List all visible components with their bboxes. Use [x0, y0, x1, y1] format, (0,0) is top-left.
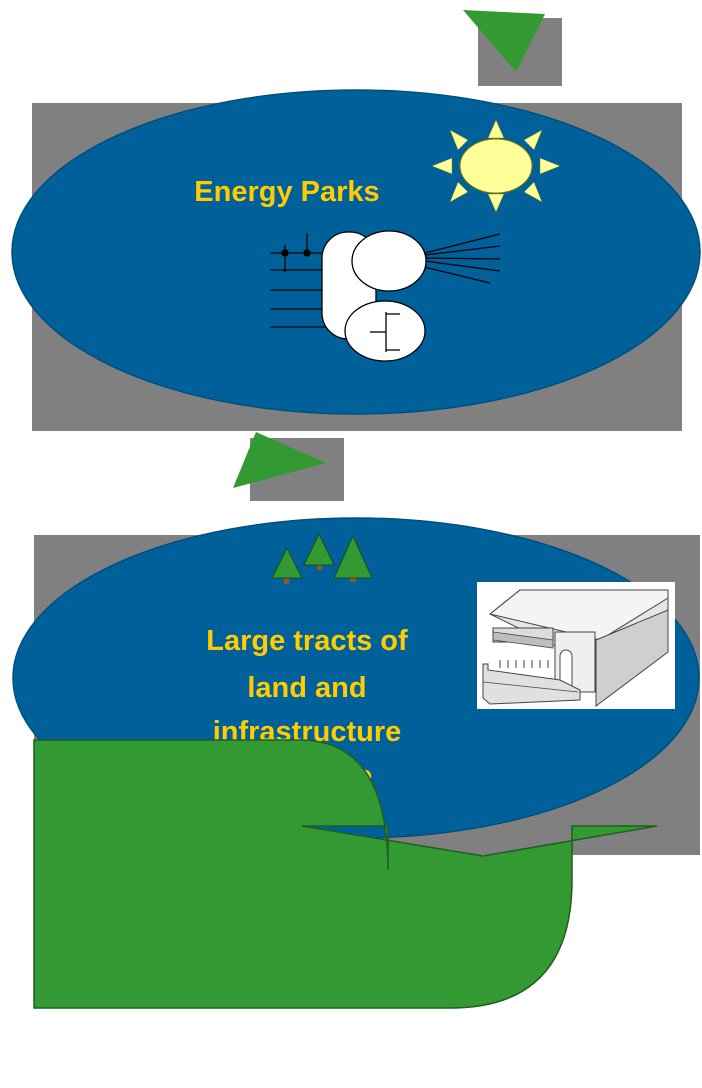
pine-trees-icon: [271, 532, 373, 584]
sun-icon: [431, 119, 561, 213]
energy-parks-label: Energy Parks: [194, 176, 379, 208]
curved-up-arrow: [33, 739, 658, 1009]
middle-arrow-group: [233, 432, 344, 501]
top-triangle-arrow: [463, 10, 545, 72]
industrial-building-icon: [477, 582, 675, 709]
land-label-line-2: land and: [247, 672, 366, 704]
middle-triangle-arrow: [233, 432, 326, 488]
land-label-line-1: Large tracts of: [206, 625, 408, 657]
energy-parks-node: Energy Parks: [11, 89, 701, 431]
top-arrow-group: [463, 10, 562, 86]
power-plant-icon: [270, 230, 501, 362]
